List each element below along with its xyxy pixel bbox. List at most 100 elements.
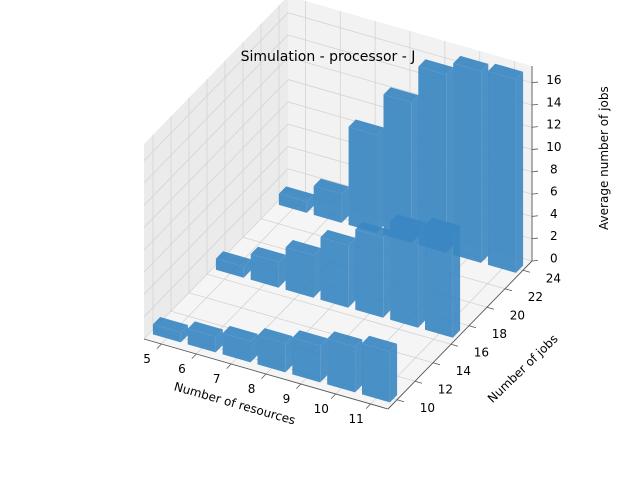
x-tick-label: 9	[283, 392, 291, 406]
bar-top	[488, 63, 524, 80]
x-tick-label: 5	[143, 352, 151, 366]
z-tick-label: 6	[550, 185, 558, 199]
bar	[250, 246, 286, 288]
bar-top	[257, 328, 293, 344]
bar-top	[278, 186, 314, 202]
bar-top	[313, 178, 349, 194]
tick-mark	[531, 259, 539, 262]
z-tick-label: 8	[550, 162, 558, 176]
grid-line-z	[143, 12, 289, 161]
bar-side	[278, 254, 286, 288]
tick-mark	[504, 288, 513, 292]
grid-line-z	[143, 34, 289, 184]
bar-top	[327, 331, 363, 347]
bar	[292, 330, 328, 383]
bar-front	[488, 71, 516, 273]
bar-front	[348, 126, 377, 233]
bar-front	[222, 333, 251, 363]
bar-front	[285, 247, 314, 298]
bar-side	[313, 248, 321, 298]
grid-line-y	[206, 273, 452, 345]
tick-mark	[486, 306, 495, 310]
z-tick-label: 0	[550, 251, 558, 265]
bar	[383, 87, 419, 243]
bar-side	[355, 339, 363, 393]
bar-side	[376, 127, 384, 233]
bar-side	[341, 186, 349, 223]
bar	[278, 186, 314, 213]
bar	[215, 251, 251, 278]
z-tick-label: 14	[546, 95, 561, 109]
z-axis-label: Average number of jobs	[597, 86, 611, 230]
bar-side	[320, 338, 328, 383]
tick-mark	[531, 170, 539, 173]
tick-mark	[522, 269, 531, 273]
bar-side	[180, 325, 188, 343]
bar-front	[383, 94, 412, 243]
bar-side	[243, 259, 251, 278]
x-axis-label: Number of resources	[172, 379, 297, 427]
bar-top	[355, 222, 391, 238]
bar-side	[418, 222, 426, 328]
bar-top	[390, 214, 426, 230]
bar	[355, 222, 391, 318]
y-tick-label: 24	[546, 271, 561, 285]
bar-top	[348, 119, 384, 135]
grid-line-z	[143, 146, 289, 295]
z-tick-label: 2	[550, 229, 558, 243]
bar-side	[452, 225, 461, 338]
y-tick-label: 18	[492, 327, 507, 341]
grid-line-z	[143, 101, 289, 251]
bar	[313, 178, 349, 223]
z-tick-label: 12	[546, 118, 561, 132]
tick-mark	[432, 362, 441, 366]
bar	[488, 63, 524, 273]
bar-top	[222, 325, 258, 342]
bar-front	[355, 229, 384, 318]
y-tick-label: 10	[420, 401, 435, 415]
bar-front	[187, 328, 216, 353]
bar	[425, 217, 461, 338]
z-tick-label: 16	[546, 73, 561, 87]
bar-front	[453, 63, 482, 263]
bar	[453, 55, 489, 263]
tick-mark	[531, 215, 539, 217]
bar-front	[215, 258, 244, 278]
tick-mark	[450, 343, 459, 347]
bar-top	[187, 321, 223, 337]
bar-front	[313, 186, 342, 223]
tick-mark	[296, 383, 302, 389]
bar	[327, 331, 363, 393]
bar-side	[481, 63, 489, 263]
bar-top	[418, 59, 454, 75]
grid-line-z	[143, 168, 289, 317]
bar-top	[292, 330, 328, 346]
bar	[418, 59, 454, 253]
x-tick-label: 11	[349, 412, 364, 426]
tick-mark	[365, 403, 371, 409]
y-tick-label: 16	[474, 345, 489, 359]
tick-mark	[226, 363, 232, 369]
y-tick-label: 14	[456, 364, 471, 378]
left-pane	[144, 0, 288, 339]
bar-side	[383, 230, 391, 318]
bar-side	[446, 67, 454, 253]
bar	[187, 321, 223, 353]
tick-mark	[531, 103, 539, 106]
bar-top	[425, 217, 461, 233]
y-axis-line	[387, 260, 533, 410]
bar-front	[257, 335, 286, 373]
bar-side	[348, 237, 356, 308]
bar-top	[362, 335, 398, 352]
x-tick-label: 7	[213, 372, 221, 386]
y-tick-label: 12	[438, 382, 453, 396]
tick-mark	[396, 399, 405, 403]
tick-mark	[261, 373, 267, 379]
y-tick-label: 20	[510, 308, 525, 322]
tick-mark	[468, 325, 477, 329]
bar-top	[453, 55, 489, 72]
tick-mark	[531, 193, 539, 195]
bar-top	[215, 251, 251, 267]
bar-top	[285, 240, 321, 256]
